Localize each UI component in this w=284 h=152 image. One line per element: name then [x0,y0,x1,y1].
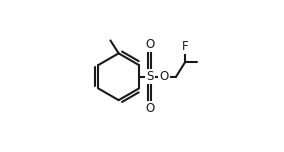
Text: O: O [160,70,169,83]
Text: O: O [145,102,154,116]
Text: O: O [145,38,154,51]
Text: F: F [182,40,189,53]
Text: S: S [146,70,153,83]
